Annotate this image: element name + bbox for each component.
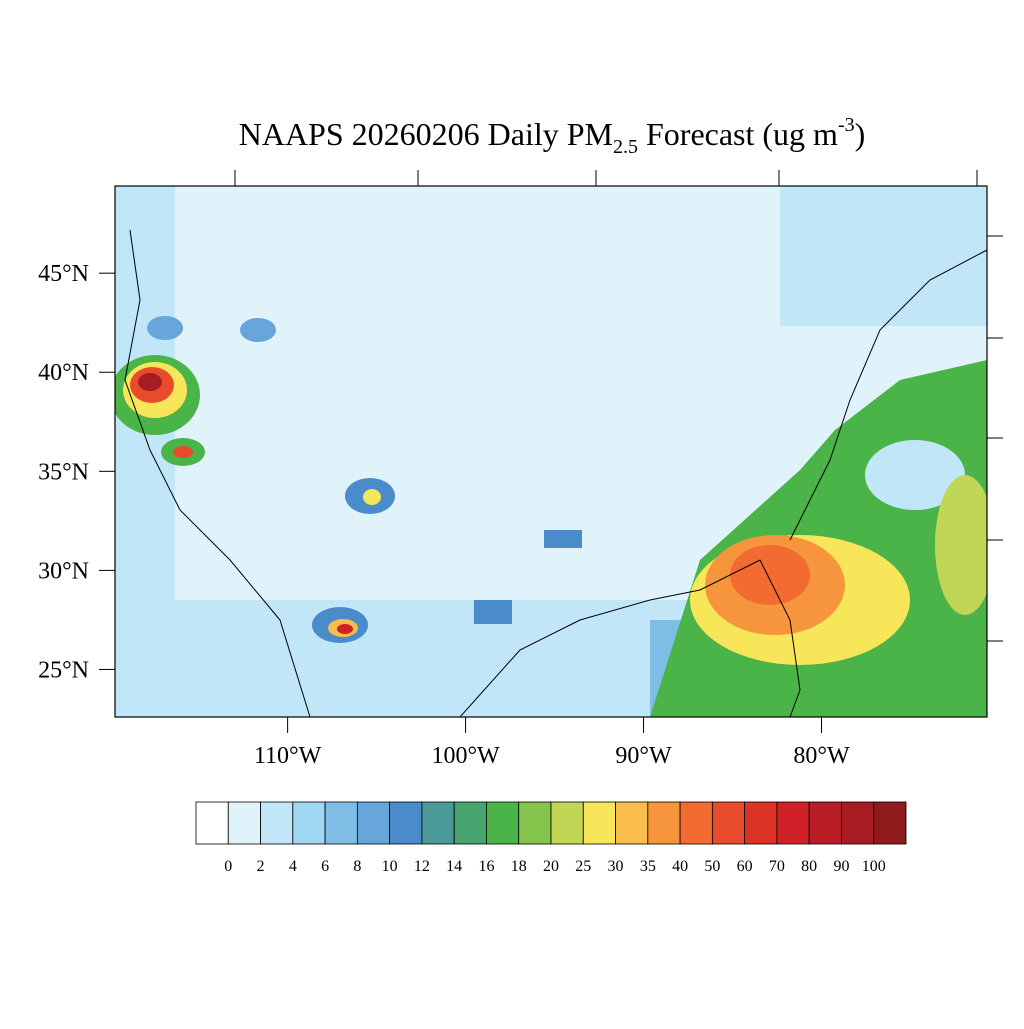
colorbar-label: 100: [862, 858, 886, 875]
colorbar-label: 20: [543, 858, 559, 875]
lon-label: 80°W: [793, 743, 850, 769]
field: [865, 440, 965, 510]
colorbar-box: [421, 801, 455, 845]
field: [173, 446, 193, 458]
colorbar-label: 14: [446, 858, 462, 875]
colorbar-box: [195, 801, 229, 845]
frame-ticks: [234, 170, 1003, 642]
lon-label: 110°W: [254, 743, 322, 769]
lat-label: 40°N: [38, 360, 89, 386]
lat-label: 30°N: [38, 558, 89, 584]
map-field: [115, 186, 987, 717]
colorbar-box: [776, 801, 810, 845]
colorbar-box: [324, 801, 358, 845]
field: [780, 186, 987, 326]
colorbar-box: [227, 801, 261, 845]
title-sup: -3: [838, 114, 855, 136]
field: [730, 545, 810, 605]
lat-label: 35°N: [38, 459, 89, 485]
field: [474, 600, 512, 624]
field: [240, 318, 276, 342]
colorbar-box: [356, 801, 391, 845]
colorbar-box: [582, 801, 616, 845]
field: [147, 316, 183, 340]
colorbar-box: [711, 801, 746, 845]
colorbar-label: 50: [704, 858, 720, 875]
colorbar-box: [550, 801, 584, 845]
lon-label: 100°W: [431, 743, 500, 769]
colorbar-box: [453, 801, 487, 845]
colorbar-label: 80: [801, 858, 817, 875]
lat-label: 45°N: [38, 261, 89, 287]
colorbar-box: [518, 801, 552, 845]
colorbar-label: 35: [640, 858, 656, 875]
lat-label: 25°N: [38, 657, 89, 683]
colorbar-label: 6: [321, 858, 329, 875]
colorbar-label: 16: [478, 858, 494, 875]
map-frame: [114, 185, 988, 718]
colorbar-label: 2: [257, 858, 265, 875]
title-main: NAAPS 20260206 Daily PM: [239, 116, 613, 152]
field: [935, 475, 987, 615]
colorbar-box: [841, 801, 875, 845]
title-end: ): [855, 116, 866, 152]
colorbar-box: [744, 801, 778, 845]
colorbar-box: [486, 801, 520, 845]
field: [138, 373, 162, 391]
colorbar-box: [292, 801, 326, 845]
colorbar-label: 25: [575, 858, 591, 875]
colorbar-label: 12: [414, 858, 430, 875]
colorbar-label: 0: [224, 858, 232, 875]
colorbar-box: [260, 801, 294, 845]
colorbar-box: [679, 801, 713, 845]
colorbar-box: [647, 801, 681, 845]
colorbar-box: [873, 801, 907, 845]
colorbar-label: 60: [737, 858, 753, 875]
colorbar-label: 18: [511, 858, 527, 875]
colorbar-label: 8: [353, 858, 361, 875]
colorbar-label: 10: [382, 858, 398, 875]
title: NAAPS 20260206 Daily PM2.5 Forecast (ug …: [239, 114, 866, 158]
lon-label: 90°W: [615, 743, 672, 769]
field: [544, 530, 582, 548]
coastline: [124, 229, 311, 717]
colorbar-label: 40: [672, 858, 688, 875]
colorbar-label: 4: [289, 858, 297, 875]
coastline: [789, 249, 987, 541]
title-mid: Forecast (ug m: [638, 116, 838, 152]
colorbar-box: [615, 801, 649, 845]
colorbar-box: [389, 801, 423, 845]
field: [337, 624, 353, 634]
coastline: [459, 559, 801, 717]
colorbar-label: 70: [769, 858, 785, 875]
title-sub: 2.5: [613, 136, 638, 158]
colorbar-label: 30: [608, 858, 624, 875]
field: [363, 489, 381, 505]
colorbar-label: 90: [833, 858, 849, 875]
colorbar-box: [808, 801, 842, 845]
